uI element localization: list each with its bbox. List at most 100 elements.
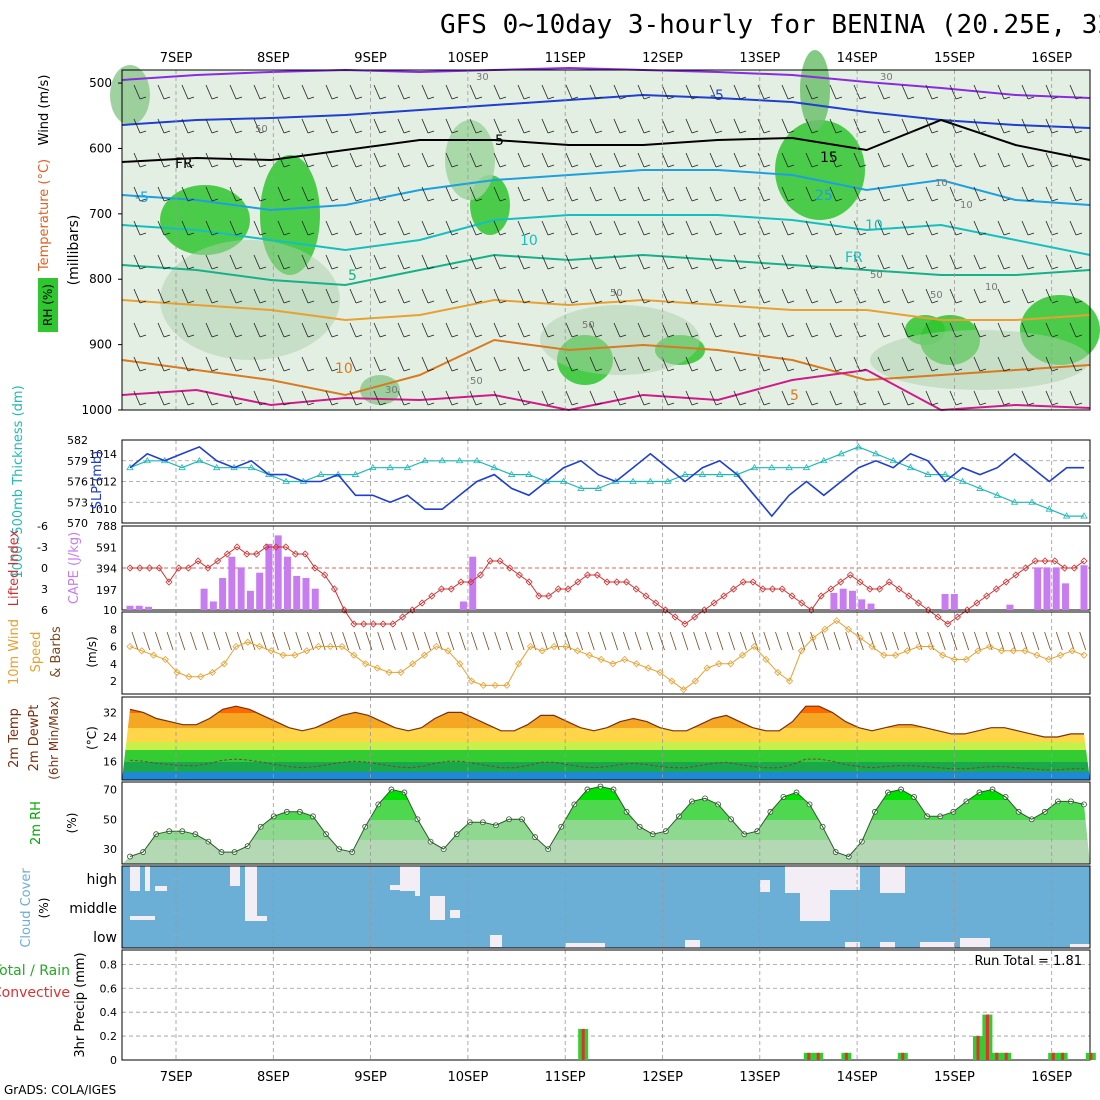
wind10m-point <box>609 660 617 668</box>
wind-barb <box>403 198 411 202</box>
wind-barb <box>619 130 627 134</box>
wind-barb <box>811 368 819 372</box>
wind-barb <box>691 266 699 270</box>
cloud-cover-block <box>450 910 460 918</box>
wind-barb <box>667 368 675 372</box>
wind-barb <box>325 84 333 100</box>
wind-barb <box>1003 266 1011 270</box>
wind-barb <box>859 130 867 134</box>
wind10m-axis-label: & Barbs <box>49 626 64 678</box>
wind-barb <box>997 186 1005 202</box>
wind-barb <box>979 402 987 406</box>
wind-barb <box>829 84 837 100</box>
wind-barb <box>571 232 579 236</box>
wind-barb <box>667 334 675 338</box>
wind-barb <box>235 368 243 372</box>
cape-axis-label: CAPE (J/kg) <box>67 532 82 604</box>
lifted-index-point <box>194 557 202 565</box>
wind-barb <box>571 334 579 338</box>
wind-barb <box>667 266 675 270</box>
wind-barb <box>397 322 405 338</box>
wind-barb <box>757 390 765 406</box>
wind-barb <box>1069 356 1077 372</box>
wind-barb <box>877 152 885 168</box>
wind-barb <box>619 232 627 236</box>
wind-barb <box>571 164 579 168</box>
isotherm-label: 25 <box>815 188 833 204</box>
wind-barb <box>1003 232 1011 236</box>
wind-barb <box>1003 198 1011 202</box>
wind-barb <box>307 130 315 134</box>
wind-barb <box>427 198 435 202</box>
wind-barb <box>283 232 291 236</box>
wind-barb <box>403 300 411 304</box>
wind-barb <box>469 322 477 338</box>
wind-barb <box>157 84 165 100</box>
wind-barb <box>133 186 141 202</box>
precip-axis-label: 3hr Precip (mm) <box>73 952 88 1057</box>
wind10m-barb <box>318 631 326 651</box>
wind-barb <box>469 220 477 236</box>
wind-barb <box>613 390 621 406</box>
wind10m-barb <box>201 631 209 651</box>
wind-barb <box>259 402 267 406</box>
lifted-index-point <box>1022 564 1030 572</box>
wind-barb <box>973 390 981 406</box>
wind-barb <box>157 322 165 338</box>
wind-barb <box>157 254 165 270</box>
wind-barb <box>763 232 771 236</box>
chart-title: GFS 0~10day 3-hourly for BENINA (20.25E,… <box>440 10 1100 40</box>
wind-barb <box>301 390 309 406</box>
wind-barb <box>139 232 147 236</box>
date-label-top: 9SEP <box>354 51 387 66</box>
wind10m-tick: 8 <box>110 623 117 636</box>
wind-barb <box>715 368 723 372</box>
wind-barb <box>565 322 573 338</box>
wind-barb <box>907 96 915 100</box>
cloud-cover-block <box>845 942 860 948</box>
wind-barb <box>979 368 987 372</box>
wind10m-barb <box>155 631 162 651</box>
wind-barb <box>187 300 195 304</box>
wind10m-barb <box>892 631 899 651</box>
wind-barb <box>637 220 645 236</box>
wind10m-barb <box>1032 631 1040 651</box>
wind-barb <box>997 152 1005 168</box>
wind-barb <box>469 390 477 406</box>
wind-barb <box>565 186 573 202</box>
date-label-top: 7SEP <box>160 51 193 66</box>
cape-bar <box>1006 604 1014 610</box>
wind-barb <box>925 390 933 406</box>
cape-bar <box>256 572 264 610</box>
wind-barb <box>589 152 597 168</box>
wind-barb <box>1021 390 1029 406</box>
cape-bar <box>145 606 153 610</box>
wind10m-axis-label: 10m Wind <box>7 619 22 685</box>
wind-barb <box>355 300 363 304</box>
wind-barb <box>595 198 603 202</box>
wind-barb <box>571 300 579 304</box>
wind-barb <box>475 334 483 338</box>
wind-barb <box>709 220 717 236</box>
wind-barb <box>307 232 315 236</box>
wind10m-point <box>173 668 181 676</box>
wind-barb <box>349 356 357 372</box>
wind-barb <box>259 334 267 338</box>
precip-convective-bar <box>1061 1052 1065 1060</box>
wind-barb <box>253 390 261 406</box>
wind-barb <box>763 266 771 270</box>
temp-band <box>122 750 1090 762</box>
wind-barb <box>277 84 285 100</box>
wind-barb <box>691 334 699 338</box>
lifted-index-point <box>710 599 718 607</box>
wind10m-point <box>338 642 346 651</box>
wind10m-barb <box>190 631 197 651</box>
wind-barb <box>949 356 957 372</box>
wind-barb <box>973 288 981 304</box>
wind-barb <box>883 334 891 338</box>
wind-barb <box>139 402 147 406</box>
lifted-index-point <box>545 592 553 600</box>
cape-tick: 788 <box>96 520 117 533</box>
wind10m-barb <box>646 631 654 651</box>
thickness-tick: 579 <box>67 455 88 468</box>
